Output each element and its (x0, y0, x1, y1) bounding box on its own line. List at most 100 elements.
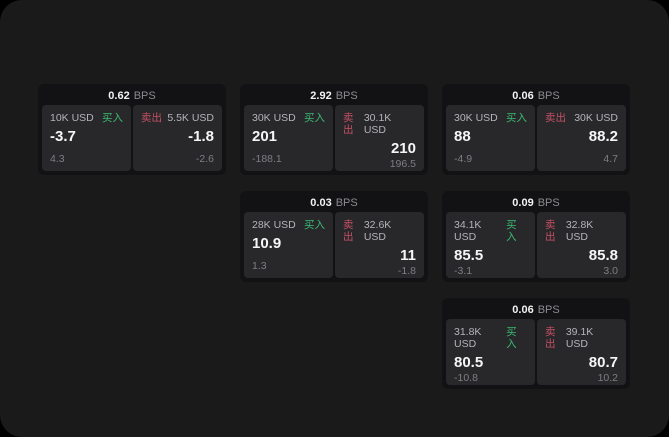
buy-amount: 34.1K USD (454, 219, 482, 243)
sell-sub-value: 3.0 (603, 265, 618, 277)
spread-unit-label: BPS (537, 90, 560, 102)
buy-amount: 31.8K USD (454, 326, 482, 350)
quote-panels: 30K USD 买入 201 -188.1 卖出 30.1K USD 210 1… (244, 105, 424, 171)
buy-sub-value: -10.8 (454, 372, 478, 384)
buy-quote-panel[interactable]: 10K USD 买入 -3.7 4.3 (42, 105, 131, 171)
sell-panel-top: 卖出 30.1K USD (343, 112, 416, 136)
buy-side-label: 买入 (506, 112, 527, 124)
buy-amount: 30K USD (252, 112, 296, 124)
sell-quote-panel[interactable]: 卖出 30K USD 88.2 4.7 (537, 105, 626, 171)
buy-quote-panel[interactable]: 28K USD 买入 10.9 1.3 (244, 212, 333, 278)
buy-quote-panel[interactable]: 30K USD 买入 88 -4.9 (446, 105, 535, 171)
sell-price: 210 (390, 140, 416, 157)
spread-unit-label: BPS (537, 197, 560, 209)
quote-panels: 30K USD 买入 88 -4.9 卖出 30K USD 88.2 4.7 (446, 105, 626, 171)
buy-price: -3.7 (50, 128, 76, 145)
sell-quote-panel[interactable]: 卖出 30.1K USD 210 196.5 (335, 105, 424, 171)
quote-card: 0.06 BPS 31.8K USD 买入 80.5 -10.8 卖出 39.1… (442, 298, 630, 389)
buy-side-label: 买入 (304, 112, 325, 124)
quote-panels: 10K USD 买入 -3.7 4.3 卖出 5.5K USD -1.8 -2.… (42, 105, 222, 171)
sell-panel-top: 卖出 30K USD (545, 112, 618, 124)
spread-value: 0.09 (512, 197, 534, 209)
spread-unit-label: BPS (335, 90, 358, 102)
sell-panel-top: 卖出 39.1K USD (545, 326, 618, 350)
quote-card-grid: 0.62 BPS 10K USD 买入 -3.7 4.3 卖出 5.5K USD (38, 84, 630, 389)
sell-panel-top: 卖出 32.6K USD (343, 219, 416, 243)
buy-amount: 28K USD (252, 219, 296, 231)
buy-sub-value: 4.3 (50, 153, 65, 165)
sell-amount: 30.1K USD (363, 112, 392, 136)
buy-sub-value: 1.3 (252, 260, 267, 272)
spread-header: 2.92 BPS (244, 87, 424, 105)
spread-unit-label: BPS (335, 197, 358, 209)
sell-panel-top: 卖出 32.8K USD (545, 219, 618, 243)
buy-price: 85.5 (454, 247, 484, 264)
buy-amount: 10K USD (50, 112, 94, 124)
spread-header: 0.03 BPS (244, 194, 424, 212)
spread-header: 0.09 BPS (446, 194, 626, 212)
buy-side-label: 买入 (506, 219, 517, 243)
buy-panel-top: 34.1K USD 买入 (454, 219, 527, 243)
sell-panel-top: 卖出 5.5K USD (141, 112, 214, 124)
sell-sub-value: 4.7 (603, 153, 618, 165)
spread-value: 0.06 (512, 90, 534, 102)
sell-quote-panel[interactable]: 卖出 32.6K USD 11 -1.8 (335, 212, 424, 278)
buy-sub-value: -188.1 (252, 153, 282, 165)
buy-sub-value: -4.9 (454, 153, 473, 165)
buy-panel-top: 28K USD 买入 (252, 219, 325, 231)
spread-header: 0.06 BPS (446, 87, 626, 105)
buy-price: 201 (252, 128, 278, 145)
sell-sub-value: 196.5 (389, 158, 416, 170)
sell-quote-panel[interactable]: 卖出 39.1K USD 80.7 10.2 (537, 319, 626, 385)
buy-price: 10.9 (252, 235, 282, 252)
sell-side-label: 卖出 (545, 112, 566, 124)
sell-sub-value: -2.6 (195, 153, 214, 165)
spread-unit-label: BPS (133, 90, 156, 102)
spread-value: 0.06 (512, 304, 534, 316)
spread-header: 0.06 BPS (446, 301, 626, 319)
quote-card: 0.06 BPS 30K USD 买入 88 -4.9 卖出 30K USD (442, 84, 630, 175)
buy-amount: 30K USD (454, 112, 498, 124)
quote-card: 0.09 BPS 34.1K USD 买入 85.5 -3.1 卖出 32.8K… (442, 191, 630, 282)
sell-side-label: 卖出 (343, 112, 354, 136)
sell-side-label: 卖出 (141, 112, 162, 124)
sell-price: -1.8 (188, 128, 214, 145)
buy-quote-panel[interactable]: 34.1K USD 买入 85.5 -3.1 (446, 212, 535, 278)
buy-quote-panel[interactable]: 31.8K USD 买入 80.5 -10.8 (446, 319, 535, 385)
buy-price: 80.5 (454, 354, 484, 371)
sell-side-label: 卖出 (343, 219, 354, 243)
sell-quote-panel[interactable]: 卖出 5.5K USD -1.8 -2.6 (133, 105, 222, 171)
quote-panels: 31.8K USD 买入 80.5 -10.8 卖出 39.1K USD 80.… (446, 319, 626, 385)
spread-value: 0.62 (108, 90, 130, 102)
sell-amount: 5.5K USD (167, 112, 214, 124)
quote-panels: 28K USD 买入 10.9 1.3 卖出 32.6K USD 11 -1.8 (244, 212, 424, 278)
buy-sub-value: -3.1 (454, 265, 473, 277)
spread-header: 0.62 BPS (42, 87, 222, 105)
buy-side-label: 买入 (304, 219, 325, 231)
buy-panel-top: 31.8K USD 买入 (454, 326, 527, 350)
sell-sub-value: -1.8 (397, 265, 416, 277)
quote-card: 0.62 BPS 10K USD 买入 -3.7 4.3 卖出 5.5K USD (38, 84, 226, 175)
buy-side-label: 买入 (102, 112, 123, 124)
quote-panels: 34.1K USD 买入 85.5 -3.1 卖出 32.8K USD 85.8… (446, 212, 626, 278)
spread-value: 2.92 (310, 90, 332, 102)
sell-side-label: 卖出 (545, 219, 556, 243)
sell-price: 85.8 (588, 247, 618, 264)
sell-side-label: 卖出 (545, 326, 556, 350)
sell-quote-panel[interactable]: 卖出 32.8K USD 85.8 3.0 (537, 212, 626, 278)
sell-price: 80.7 (588, 354, 618, 371)
buy-side-label: 买入 (506, 326, 517, 350)
buy-price: 88 (454, 128, 471, 145)
quote-card: 2.92 BPS 30K USD 买入 201 -188.1 卖出 30.1K … (240, 84, 428, 175)
sell-sub-value: 10.2 (597, 372, 618, 384)
sell-amount: 32.8K USD (565, 219, 594, 243)
sell-amount: 30K USD (574, 112, 618, 124)
sell-price: 11 (400, 247, 416, 264)
quote-card: 0.03 BPS 28K USD 买入 10.9 1.3 卖出 32.6K US… (240, 191, 428, 282)
buy-panel-top: 30K USD 买入 (252, 112, 325, 124)
sell-amount: 39.1K USD (565, 326, 594, 350)
buy-quote-panel[interactable]: 30K USD 买入 201 -188.1 (244, 105, 333, 171)
sell-price: 88.2 (588, 128, 618, 145)
spread-unit-label: BPS (537, 304, 560, 316)
